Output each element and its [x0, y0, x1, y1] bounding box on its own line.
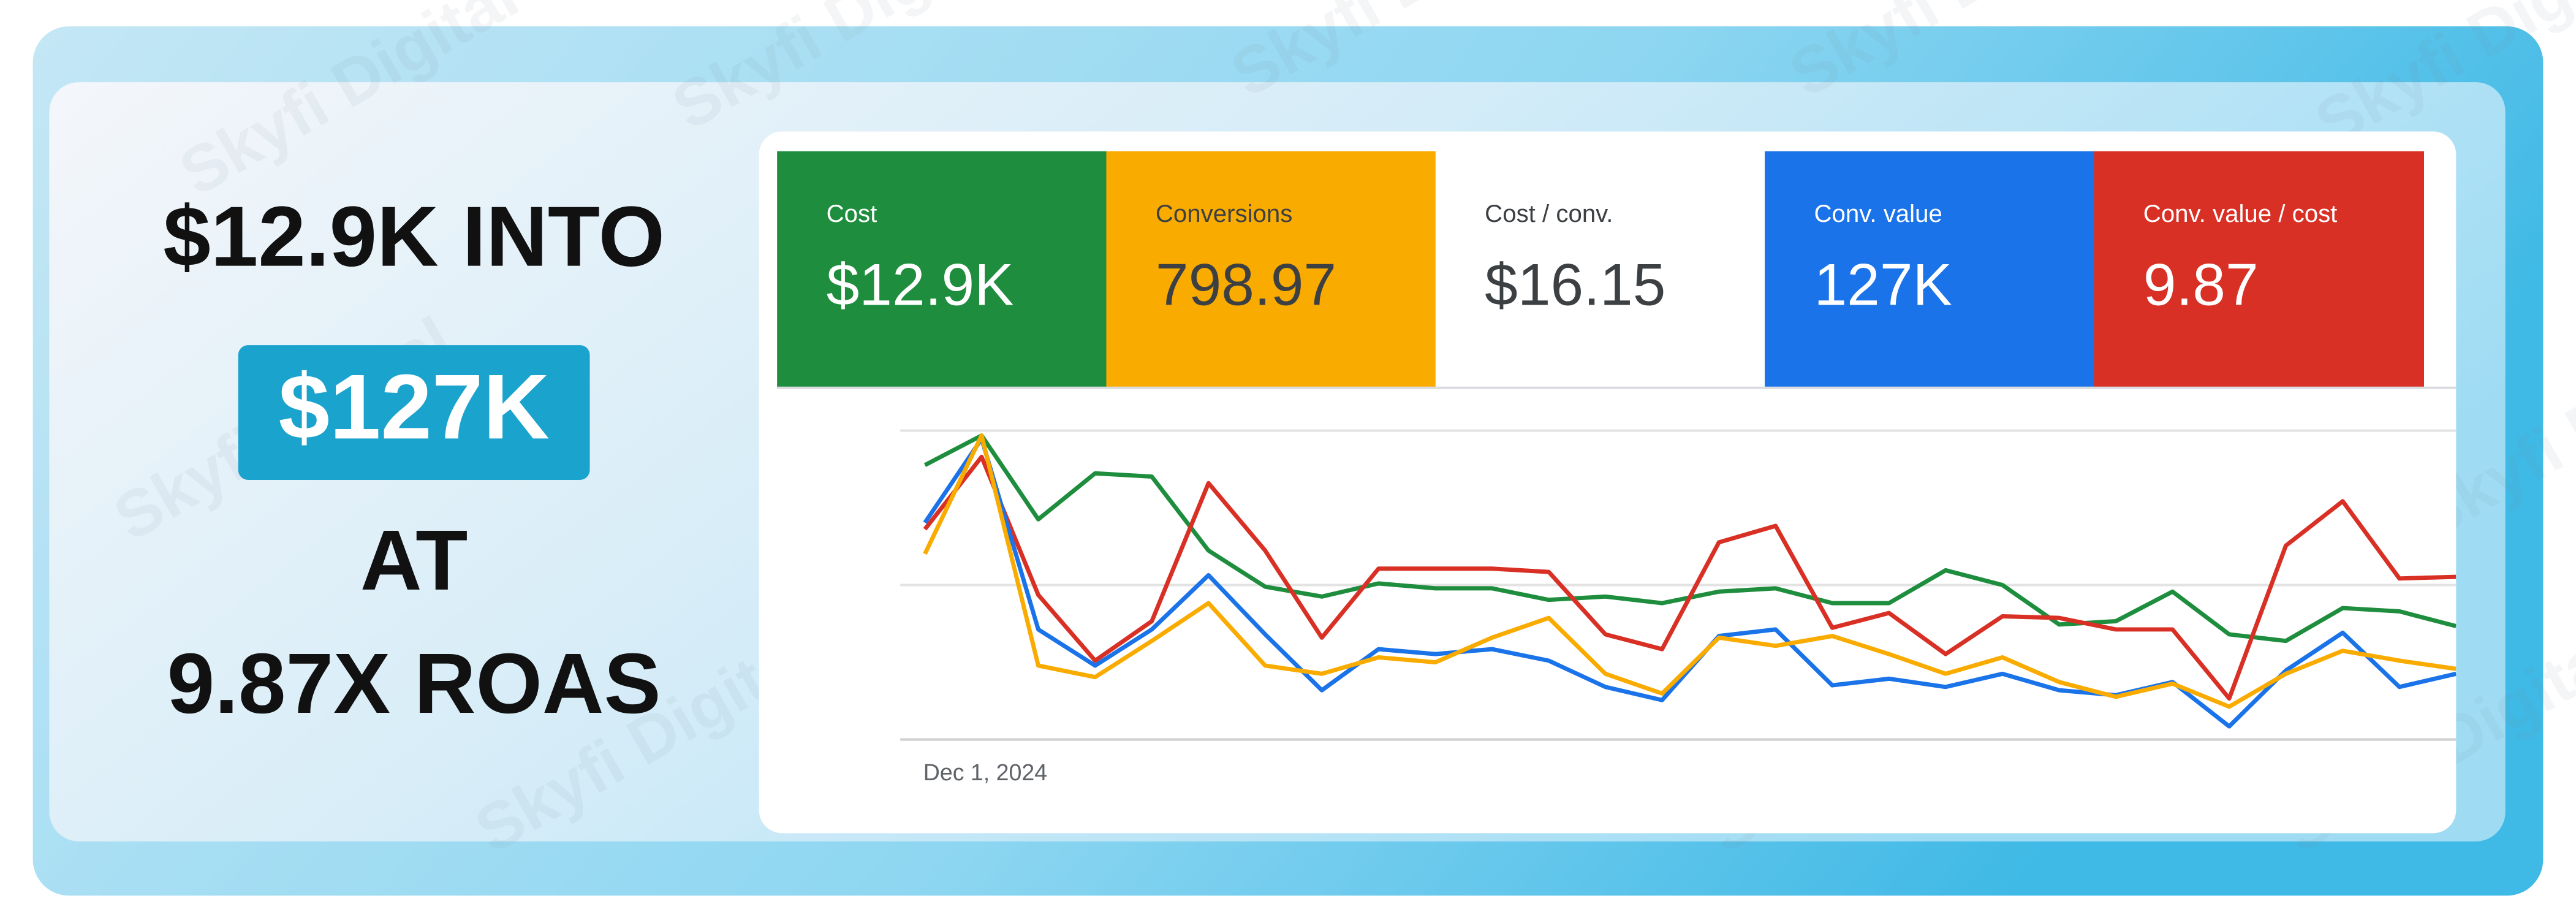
- headline-line: $12.9K INTO: [163, 189, 665, 284]
- plot: [923, 433, 2457, 729]
- metric-tile: [1106, 151, 1437, 388]
- headline-highlight: $127K: [278, 355, 549, 458]
- tile-value: 9.87: [2143, 252, 2259, 317]
- tile-label: Conv. value: [1814, 200, 1942, 227]
- x-labels: Dec 1, 2024: [923, 759, 1047, 785]
- series-line: [923, 454, 2457, 701]
- tile-label: Conv. value / cost: [2143, 200, 2338, 227]
- tile-value: 127K: [1814, 252, 1952, 317]
- metric-tile: [1765, 151, 2095, 388]
- tile-value: $16.15: [1485, 252, 1665, 317]
- metric-tile: [2094, 151, 2424, 388]
- tile-value: $12.9K: [827, 252, 1014, 317]
- x-tick-label: Dec 1, 2024: [923, 759, 1047, 785]
- tile-label: Cost / conv.: [1485, 200, 1613, 227]
- headline-line: 9.87X ROAS: [167, 636, 661, 731]
- metric-tile: [777, 151, 1107, 388]
- highlight-box: [238, 345, 590, 480]
- series-line: [923, 433, 2457, 709]
- headline-line: AT: [360, 512, 468, 608]
- metric-tiles: Cost $12.9K Conversions 798.97 Cost / conv. $…: [777, 151, 2424, 388]
- tile-value: 798.97: [1156, 252, 1336, 317]
- metric-tile: [1435, 151, 1766, 388]
- tile-label: Cost: [827, 200, 877, 227]
- tile-label: Conversions: [1156, 200, 1292, 227]
